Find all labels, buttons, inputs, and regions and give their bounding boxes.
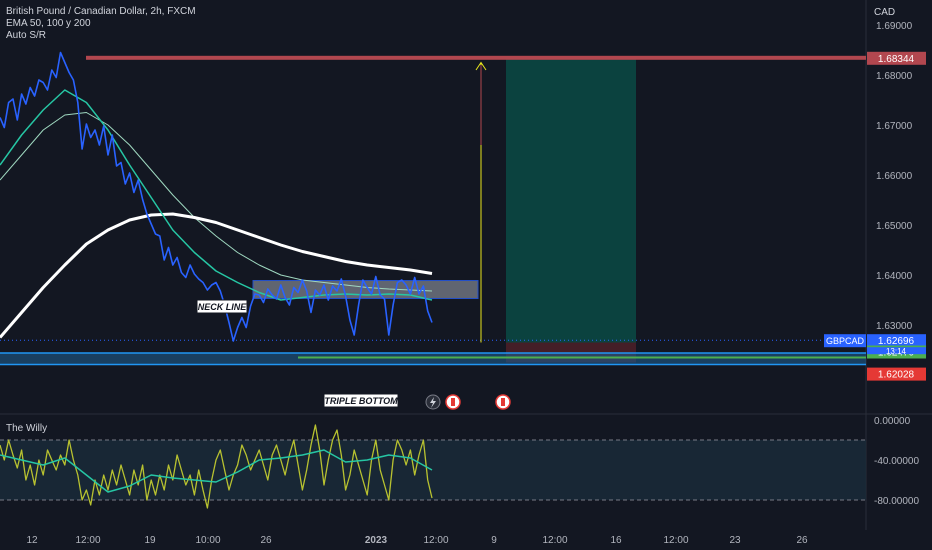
price-tick-label: 1.63000 <box>876 321 913 332</box>
time-tick-label: 12:00 <box>75 535 100 546</box>
oscillator-band-fill <box>0 440 866 500</box>
triple-bottom-label-box <box>323 393 399 408</box>
symbol-badge <box>824 334 866 348</box>
time-tick-label: 26 <box>796 535 808 546</box>
currency-label: CAD <box>874 7 896 18</box>
legend-indicator-sr[interactable]: Auto S/R <box>6 30 47 41</box>
price-tick-label: 1.66000 <box>876 171 913 182</box>
countdown-label: 13:14 <box>886 347 907 356</box>
time-tick-label: 16 <box>610 535 622 546</box>
price-badge <box>867 367 926 381</box>
price-line <box>0 51 433 342</box>
time-tick-label: 9 <box>491 535 497 546</box>
price-badge <box>867 334 926 348</box>
price-badge-label: 1.68344 <box>878 54 915 65</box>
resistance-level <box>86 55 866 60</box>
oscillator-tick-label: -40.00000 <box>874 456 919 467</box>
legend-title[interactable]: British Pound / Canadian Dollar, 2h, FXC… <box>6 6 196 17</box>
price-tick-label: 1.65000 <box>876 221 913 232</box>
price-tick-label: 1.64000 <box>876 271 913 282</box>
price-badge <box>867 51 926 65</box>
time-tick-label: 12 <box>26 535 38 546</box>
time-tick-label: 23 <box>729 535 741 546</box>
oscillator-title[interactable]: The Willy <box>6 423 48 434</box>
oscillator-tick-label: 0.00000 <box>874 416 911 427</box>
countdown-badge <box>867 347 926 355</box>
price-tick-label: 1.68000 <box>876 71 913 82</box>
target-zone <box>506 57 636 343</box>
time-tick-label: 12:00 <box>542 535 567 546</box>
price-tick-label: 1.67000 <box>876 121 913 132</box>
ema200-line <box>0 212 433 339</box>
projection-arrow-head <box>475 61 487 71</box>
time-tick-label: 10:00 <box>195 535 220 546</box>
triple-bottom-label: TRIPLE BOTTOM <box>324 396 398 406</box>
price-badge-label: 1.62028 <box>878 370 915 381</box>
oscillator-tick-label: -80.00000 <box>874 496 919 507</box>
neck-line-label: NECK LINE <box>198 302 247 312</box>
neck-line-label-box <box>196 299 248 314</box>
oscillator-avg-line <box>0 449 433 493</box>
chart-legend: British Pound / Canadian Dollar, 2h, FXC… <box>6 6 196 42</box>
time-tick-label: 2023 <box>365 535 388 546</box>
time-tick-label: 19 <box>144 535 156 546</box>
ema100-line <box>0 112 433 292</box>
legend-indicator-ema[interactable]: EMA 50, 100 y 200 <box>6 18 91 29</box>
price-tick-label: 1.69000 <box>876 21 913 32</box>
time-tick-label: 26 <box>260 535 272 546</box>
price-badge-label: 1.62696 <box>878 336 915 347</box>
time-tick-label: 12:00 <box>423 535 448 546</box>
symbol-badge-label: GBPCAD <box>826 336 865 346</box>
canada-flag-glyph <box>501 398 505 406</box>
time-tick-label: 12:00 <box>663 535 688 546</box>
support-zone <box>0 353 866 365</box>
canada-flag-glyph <box>451 398 455 406</box>
oscillator-line <box>0 424 433 509</box>
lightning-glyph <box>430 397 436 408</box>
